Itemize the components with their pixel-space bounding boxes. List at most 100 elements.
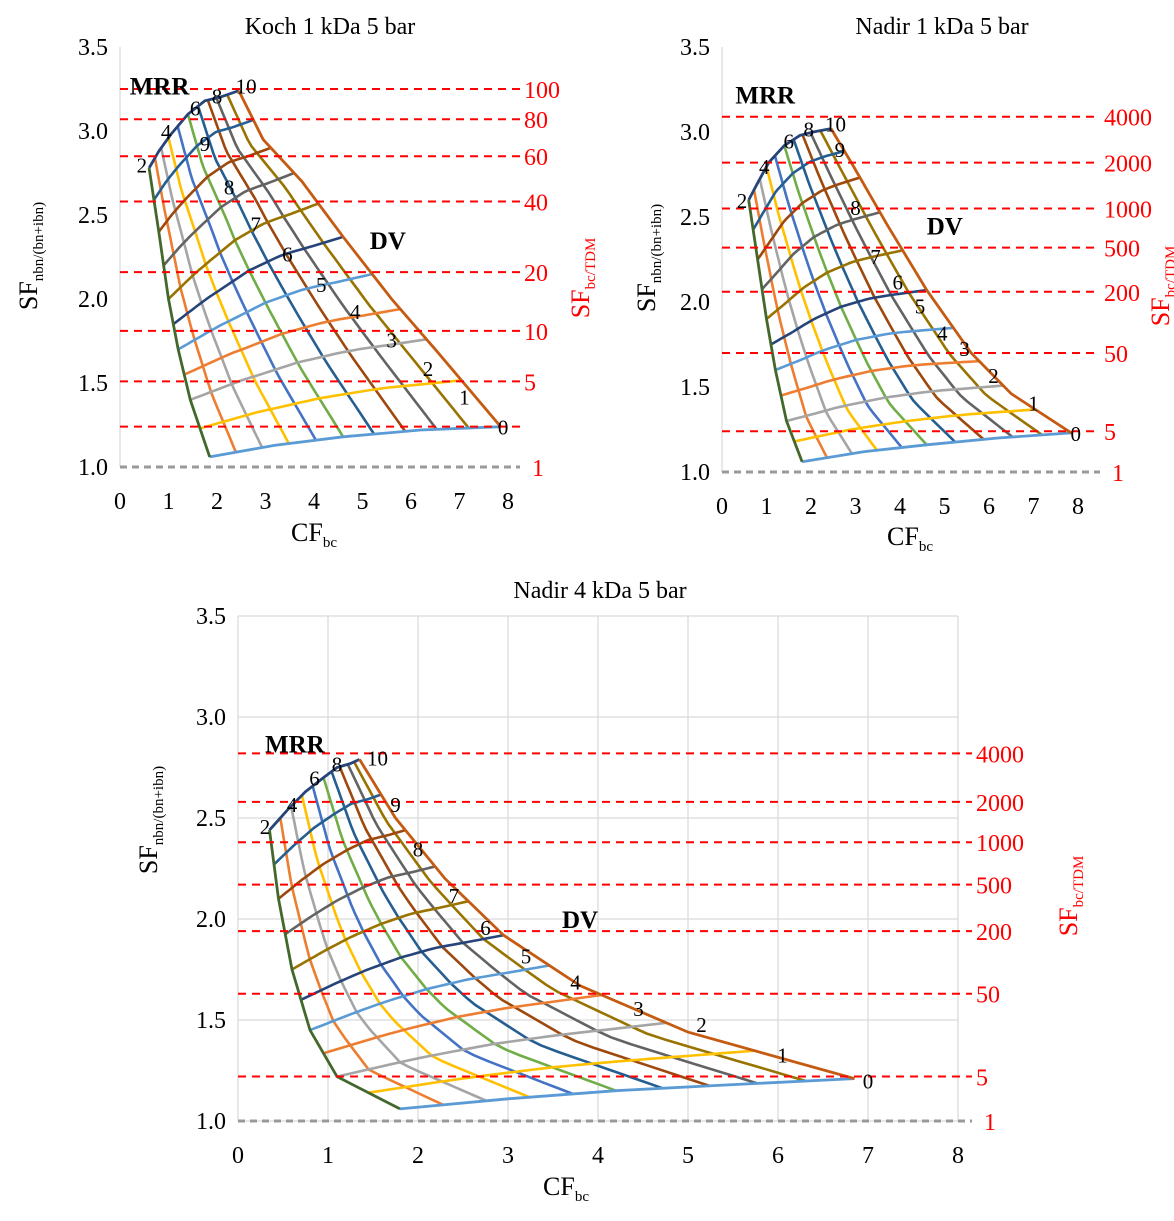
x-tick-label: 0 (232, 1143, 244, 1169)
y-tick-label: 2.0 (78, 287, 108, 313)
curve-label: 4 (937, 322, 948, 346)
secondary-tick-label: 1000 (976, 831, 1024, 857)
x-tick-label: 3 (850, 494, 862, 520)
x-tick-label: 3 (260, 489, 272, 515)
top-boundary-curve (147, 89, 240, 169)
x-tick-label: 5 (682, 1143, 694, 1169)
chart-nadir-4kda: Nadir 4 kDa 5 bar CFbc SFnbn/(bn+ibn) SF… (130, 570, 1110, 1221)
sf-curve (309, 964, 550, 1032)
curve-label: 8 (212, 85, 223, 109)
secondary-tick-label: 40 (524, 191, 548, 217)
x-tick-label: 4 (592, 1143, 604, 1169)
curve-label: 10 (825, 113, 846, 137)
sf-curve (368, 1049, 755, 1094)
sf-curve (277, 828, 406, 900)
x-axis-label: CFbc (543, 1172, 589, 1206)
sf-curve (199, 379, 462, 430)
zone-label: DV (370, 228, 406, 255)
x-tick-label: 1 (761, 494, 773, 520)
secondary-tick-label: 2000 (976, 791, 1024, 817)
x-tick-label: 5 (357, 489, 369, 515)
sf-curve (300, 933, 504, 1001)
curve-label: 6 (282, 243, 293, 267)
curve-label: 4 (570, 971, 581, 995)
x-tick-label: 8 (952, 1143, 964, 1169)
curve-label: 0 (1071, 422, 1082, 446)
secondary-tick-label: 4000 (976, 742, 1024, 768)
x-tick-label: 4 (308, 489, 320, 515)
sf-curve (167, 202, 319, 300)
x-tick-label: 7 (862, 1143, 874, 1169)
curve-label: 5 (316, 273, 327, 297)
sf-curve (794, 408, 1036, 443)
curve-label: 1 (777, 1043, 788, 1067)
x-tick-label: 8 (502, 489, 514, 515)
chart-title: Nadir 1 kDa 5 bar (855, 14, 1029, 40)
secondary-tick-label: 10 (524, 320, 548, 346)
zone-label: DV (562, 907, 598, 934)
sf-curve (761, 210, 881, 291)
sf-curve (183, 307, 401, 376)
curve-label: 4 (161, 120, 172, 144)
secondary-tick-label: 80 (524, 108, 548, 134)
x-tick-label: 1 (322, 1143, 334, 1169)
y-tick-label: 2.5 (78, 203, 108, 229)
curve-label: 10 (367, 746, 388, 770)
curve-label: 1 (459, 385, 470, 409)
curve-label: 3 (633, 997, 644, 1021)
secondary-tick-label: 60 (524, 145, 548, 171)
x-tick-label: 1 (163, 489, 175, 515)
secondary-tick-label: 50 (976, 983, 1000, 1009)
plot-area: 0 1 2 3 4 5 6 7 81.01.52.02.53.03.51550200500100… (680, 35, 1152, 520)
sf-curve (786, 384, 1004, 423)
y-tick-label: 1.5 (78, 371, 108, 397)
cf-curve (159, 147, 264, 449)
secondary-tick-label: 5 (524, 370, 536, 396)
y-tick-label: 3.5 (78, 35, 108, 61)
sf-curve (291, 899, 469, 971)
chart-nadir-1kda: Nadir 1 kDa 5 bar CFbc SFnbn/(bn+ibn) SF… (590, 0, 1174, 570)
curve-label: 7 (251, 212, 262, 236)
zone-label: DV (927, 214, 963, 241)
y-tick-label: 3.0 (680, 120, 710, 146)
plot-area: 0 1 2 3 4 5 6 7 81.01.52.02.53.03.51510204060801… (78, 35, 560, 515)
curve-label: 3 (386, 328, 397, 352)
y-tick-label: 3.0 (78, 119, 108, 145)
secondary-tick-label: 1000 (1104, 198, 1152, 224)
zone-label: MRR (265, 731, 326, 758)
chart-title: Koch 1 kDa 5 bar (244, 14, 416, 40)
y-tick-label: 1.0 (78, 455, 108, 481)
curve-label: 8 (224, 175, 235, 199)
curve-label: 10 (236, 75, 257, 99)
zone-label: MRR (130, 74, 191, 101)
x-axis-label: CFbc (887, 522, 933, 556)
x-tick-label: 0 (114, 489, 126, 515)
curve-label: 4 (350, 300, 361, 324)
sf-curve (284, 865, 436, 936)
sf-curve (177, 272, 373, 351)
cf-curve (752, 189, 829, 459)
secondary-tick-label: 1 (1112, 461, 1124, 487)
curve-label: 5 (521, 944, 532, 968)
secondary-tick-label: 200 (976, 920, 1012, 946)
secondary-tick-label: 50 (1104, 342, 1128, 368)
secondary-tick-label: 20 (524, 261, 548, 287)
curve-label: 0 (498, 416, 509, 440)
cf-curve (215, 97, 438, 431)
sf-curve (273, 793, 382, 866)
right-envelope-curve (358, 758, 855, 1080)
sf-curve (765, 249, 903, 321)
x-tick-label: 7 (1028, 494, 1040, 520)
curve-label: 7 (870, 245, 881, 269)
x-tick-label: 5 (939, 494, 951, 520)
right-envelope-curve (237, 90, 502, 428)
curve-label: 2 (260, 815, 271, 839)
curve-label: 2 (737, 189, 748, 213)
curve-label: 3 (959, 337, 970, 361)
sf-curve (162, 171, 295, 267)
curve-label: 9 (200, 132, 211, 156)
secondary-tick-label: 5 (976, 1066, 988, 1092)
y-tick-label: 2.5 (196, 806, 226, 832)
secondary-tick-label: 5 (1104, 420, 1116, 446)
sf-curve (774, 326, 954, 372)
